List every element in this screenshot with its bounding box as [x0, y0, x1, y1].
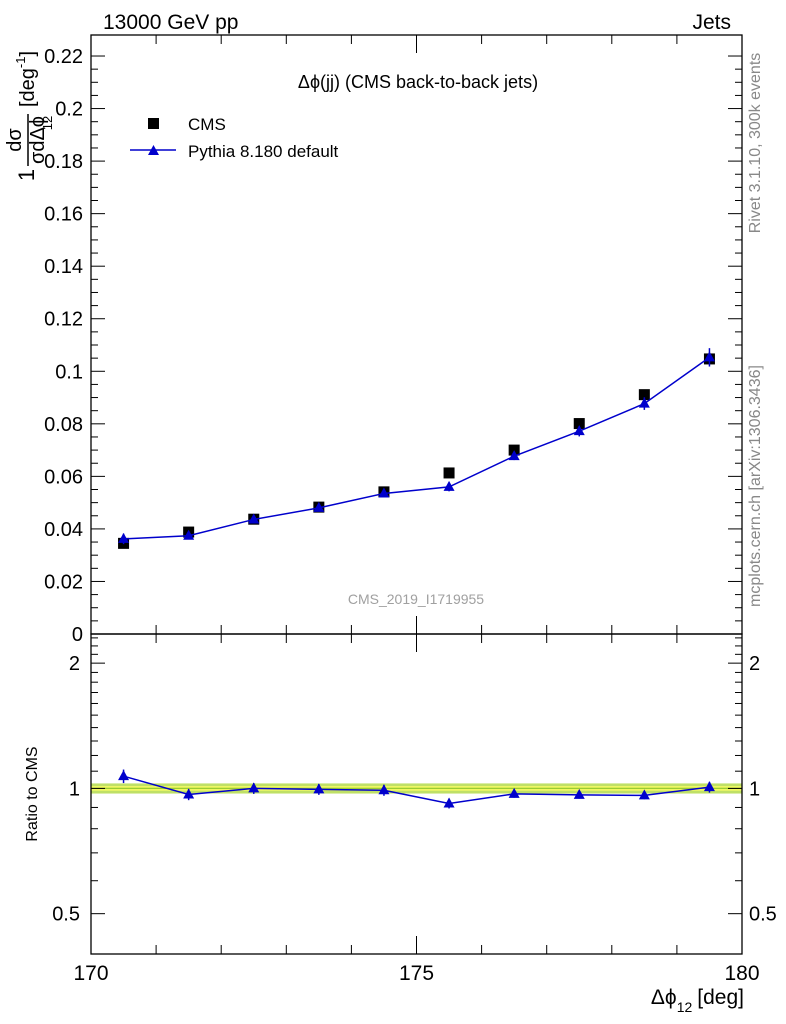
ylabel-unit: [deg-1] [13, 51, 39, 107]
ratio-ytick-label-right: 1 [749, 778, 760, 800]
ratio-point [313, 783, 325, 794]
ratio-point [248, 782, 260, 793]
main-ytick-label: 0.08 [44, 414, 83, 436]
main-ytick-label: 0.22 [44, 46, 83, 68]
pythia-point [703, 351, 715, 362]
ratio-ticks: 0.5 0.5 1 1 2 2 170 175 180 [52, 634, 777, 985]
cms-point [573, 418, 585, 430]
main-ytick-label: 0.2 [55, 99, 83, 121]
mcplots-label: mcplots.cern.ch [arXiv:1306.3436] [747, 365, 764, 607]
legend-pythia-label: Pythia 8.180 default [188, 142, 339, 161]
ylabel-unit-text: [deg [17, 68, 39, 107]
ylabel-subscript: 12 [40, 116, 55, 130]
ratio-point [573, 788, 585, 799]
pythia-point [248, 513, 260, 524]
ratio-point [378, 784, 390, 795]
main-ytick-label: 0.1 [55, 361, 83, 383]
legend-cms-marker [148, 118, 159, 129]
ratio-point [443, 797, 455, 808]
main-marks [118, 348, 715, 549]
cms-point [443, 467, 455, 479]
ratio-point [183, 788, 195, 799]
main-ytick-label: 0.04 [44, 519, 83, 541]
legend-pythia-marker [148, 145, 159, 155]
legend-cms-label: CMS [188, 115, 226, 134]
pythia-point [183, 529, 195, 540]
ratio-ytick-label-left: 1 [69, 778, 80, 800]
ratio-xtick-label: 175 [399, 962, 434, 985]
ylabel-unit-end: ] [17, 51, 39, 57]
ratio-point [508, 787, 520, 798]
legend: CMS Pythia 8.180 default [130, 115, 339, 161]
main-ytick-label: 0.18 [44, 151, 83, 173]
energy-label: 13000 GeV pp [103, 11, 238, 34]
pythia-point [443, 480, 455, 491]
ylabel-unit-sup: -1 [13, 57, 28, 69]
pythia-point [313, 501, 325, 512]
ratio-marks [118, 769, 715, 809]
ylabel-numerator: dσ [4, 128, 26, 152]
jets-label: Jets [692, 11, 731, 34]
main-ytick-label: 0 [72, 624, 83, 646]
ratio-ytick-label-right: 2 [749, 653, 760, 675]
ratio-ytick-label-left: 0.5 [52, 904, 80, 926]
main-ytick-label: 0.12 [44, 309, 83, 331]
ratio-ylabel: Ratio to CMS [24, 746, 41, 841]
ratio-frame [90, 633, 743, 955]
ratio-xtick-label: 180 [724, 962, 759, 985]
main-ytick-label: 0.16 [44, 204, 83, 226]
pythia-line [123, 356, 710, 540]
ratio-ytick-label-right: 0.5 [749, 904, 777, 926]
xlabel-subscript: 12 [677, 999, 693, 1015]
ratio-line [123, 775, 710, 805]
xlabel-unit: [deg] [697, 986, 744, 1009]
main-title: Δϕ(jj) (CMS back-to-back jets) [298, 72, 538, 92]
main-ytick-label: 0.02 [44, 571, 83, 593]
pythia-point [118, 532, 130, 543]
pythia-point [638, 397, 650, 408]
pythia-point [508, 450, 520, 461]
ratio-point [118, 770, 130, 781]
rivet-label: Rivet 3.1.10, 300k events [747, 53, 764, 234]
analysis-watermark: CMS_2019_I1719955 [348, 591, 484, 607]
ylabel-denominator: σdΔϕ [27, 116, 49, 164]
ylabel-one: 1 [14, 169, 39, 181]
cms-point [508, 444, 520, 456]
ratio-xlabel: Δϕ12 [deg] [651, 986, 744, 1015]
xlabel-symbol: Δϕ [651, 986, 677, 1009]
ratio-band [91, 783, 742, 794]
main-ytick-label: 0.06 [44, 466, 83, 488]
main-ytick-label: 0.14 [44, 256, 83, 278]
ratio-point [703, 781, 715, 792]
pythia-point [573, 425, 585, 436]
ratio-xtick-label: 170 [73, 962, 108, 985]
pythia-point [378, 487, 390, 498]
main-panel: Δϕ(jj) (CMS back-to-back jets) CMS_2019_… [44, 34, 743, 646]
cms-point [638, 389, 650, 401]
ratio-point [638, 789, 650, 800]
ratio-ytick-label-left: 2 [69, 653, 80, 675]
main-ylabel: 1 dσ σdΔϕ 12 [deg-1] [4, 51, 55, 181]
